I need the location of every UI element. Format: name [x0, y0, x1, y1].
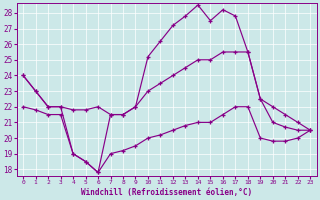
X-axis label: Windchill (Refroidissement éolien,°C): Windchill (Refroidissement éolien,°C) [81, 188, 252, 197]
